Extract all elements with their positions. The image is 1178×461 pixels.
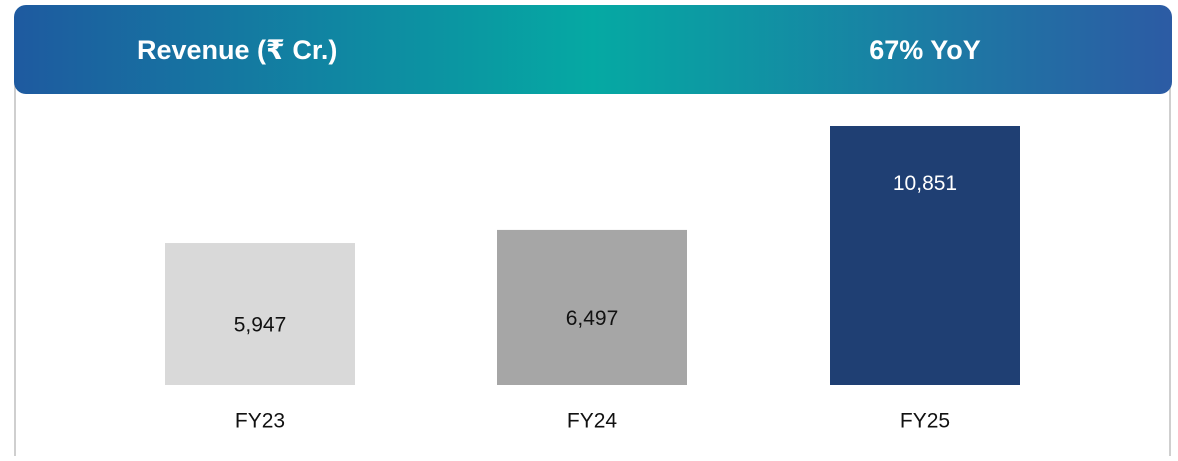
data-label: 10,851 [893, 172, 957, 195]
header [14, 5, 1172, 94]
annotation: 67% YoY [869, 35, 981, 65]
x-tick-label: FY24 [567, 410, 618, 433]
x-tick-label: FY25 [900, 410, 950, 433]
x-tick-label: FY23 [235, 410, 285, 433]
bar [165, 243, 355, 385]
data-label: 6,497 [566, 307, 619, 330]
bar [830, 126, 1020, 385]
data-label: 5,947 [234, 314, 287, 337]
chart-title: Revenue (₹ Cr.) [137, 35, 337, 65]
bar [497, 229, 687, 385]
